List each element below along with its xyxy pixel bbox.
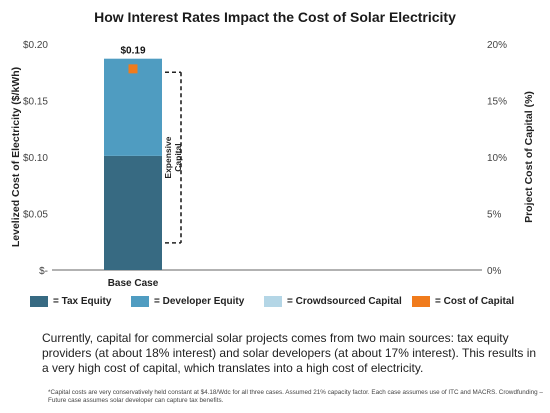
legend-swatch-crowdsourced-capital bbox=[264, 296, 282, 307]
left-axis-ticks: $- $0.05 $0.10 $0.15 $0.20 bbox=[23, 40, 48, 277]
y2-tick-label: 10% bbox=[487, 153, 507, 164]
legend-label-crowdsourced-capital: = Crowdsourced Capital bbox=[287, 296, 402, 307]
bar-segment-1 bbox=[104, 58, 162, 156]
bars bbox=[104, 58, 162, 270]
legend-label-tax-equity: = Tax Equity bbox=[53, 296, 112, 307]
bar-segment-0 bbox=[104, 155, 162, 270]
y2-tick-label: 20% bbox=[487, 40, 507, 51]
y2-tick-label: 5% bbox=[487, 210, 502, 221]
y-tick-label: $- bbox=[39, 266, 48, 277]
brace-label: Capital bbox=[173, 143, 183, 171]
brace-label: Expensive bbox=[163, 136, 173, 178]
legend-item-tax-equity: = Tax Equity bbox=[30, 296, 111, 307]
legend-item-crowdsourced-capital: = Crowdsourced Capital bbox=[264, 296, 402, 307]
legend-swatch-cost-of-capital bbox=[412, 296, 430, 307]
right-axis-ticks: 0% 5% 10% 15% 20% bbox=[487, 40, 507, 277]
data-labels: $0.19 Base Case bbox=[108, 46, 159, 289]
y-tick-label: $0.10 bbox=[23, 153, 48, 164]
y2-tick-label: 0% bbox=[487, 266, 502, 277]
chart-title: How Interest Rates Impact the Cost of So… bbox=[94, 9, 456, 25]
legend-item-cost-of-capital: = Cost of Capital bbox=[412, 296, 514, 307]
y-tick-label: $0.05 bbox=[23, 210, 48, 221]
y2-axis-title: Project Cost of Capital (%) bbox=[523, 91, 535, 223]
legend: = Tax Equity = Developer Equity = Crowds… bbox=[0, 296, 550, 312]
footnote: *Capital costs are very conservatively h… bbox=[48, 389, 543, 404]
cost-of-capital-marker bbox=[128, 64, 138, 74]
y2-tick-label: 15% bbox=[487, 97, 507, 108]
bar-total-label: $0.19 bbox=[120, 46, 145, 57]
legend-swatch-developer-equity bbox=[131, 296, 149, 307]
y-tick-label: $0.20 bbox=[23, 40, 48, 51]
y-tick-label: $0.15 bbox=[23, 97, 48, 108]
legend-item-developer-equity: = Developer Equity bbox=[131, 296, 244, 307]
legend-label-developer-equity: = Developer Equity bbox=[154, 296, 245, 307]
y-axis-title: Levelized Cost of Electricity ($/kWh) bbox=[10, 67, 22, 247]
expensive-capital-brace: Expensive Capital bbox=[163, 71, 183, 244]
legend-swatch-tax-equity bbox=[30, 296, 48, 307]
category-label: Base Case bbox=[108, 278, 159, 289]
description-text: Currently, capital for commercial solar … bbox=[42, 331, 537, 375]
legend-label-cost-of-capital: = Cost of Capital bbox=[435, 296, 515, 307]
chart-area: $- $0.05 $0.10 $0.15 $0.20 0% 5% 10% 15% 20% $0.… bbox=[10, 40, 535, 289]
